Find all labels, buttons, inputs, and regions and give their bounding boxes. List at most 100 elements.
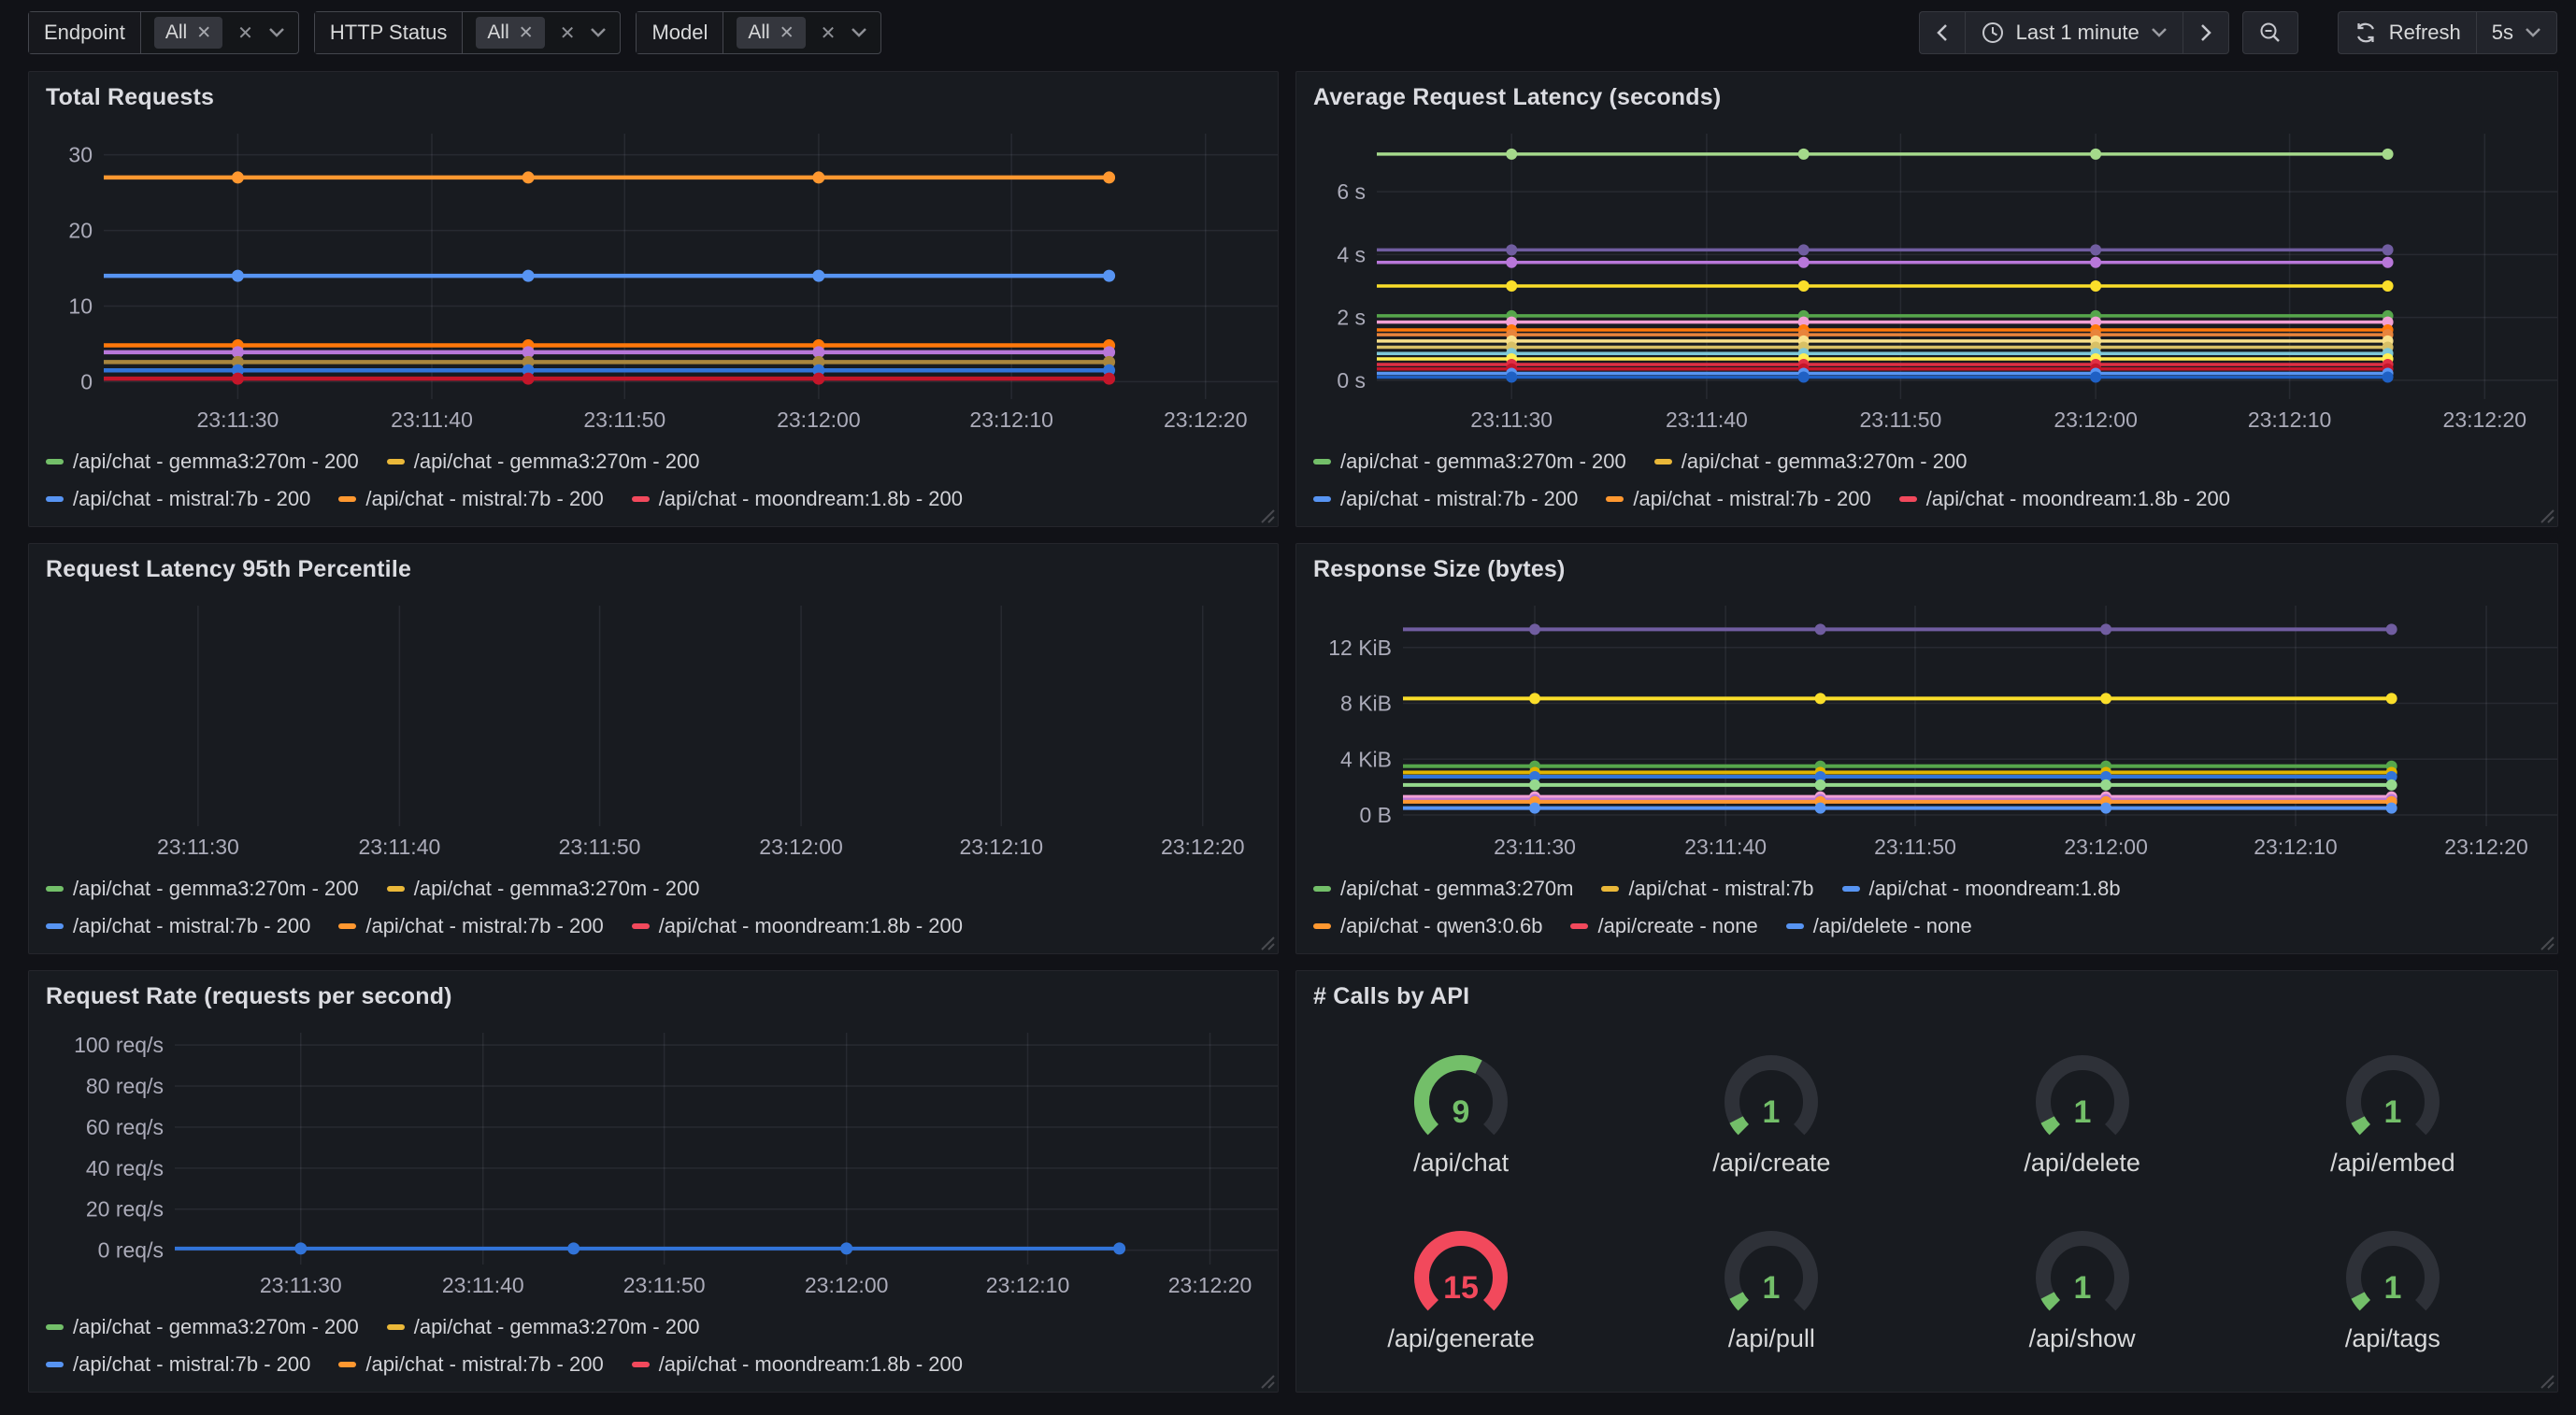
series-point[interactable]	[1797, 148, 1810, 160]
series-point[interactable]	[231, 372, 244, 385]
legend-item[interactable]: /api/chat - moondream:1.8b	[1841, 877, 2121, 901]
panel-title[interactable]: Average Request Latency (seconds)	[1313, 84, 1722, 110]
gauge-/api/embed[interactable]: 1 /api/embed	[2238, 1023, 2548, 1199]
timeseries-chart[interactable]: 23:11:30 23:11:40 23:11:50 23:12:00 23:12:10…	[29, 119, 1278, 435]
series-point[interactable]	[812, 269, 825, 282]
gauge-/api/generate[interactable]: 15 /api/generate	[1306, 1199, 1616, 1375]
chip-close-icon[interactable]: ✕	[779, 22, 794, 43]
series-point[interactable]	[231, 171, 244, 184]
series-point[interactable]	[1506, 280, 1518, 293]
legend-item[interactable]: /api/chat - mistral:7b - 200	[46, 487, 310, 511]
gauge-/api/delete[interactable]: 1 /api/delete	[1927, 1023, 2238, 1199]
series-point[interactable]	[2382, 244, 2394, 256]
series-point[interactable]	[1797, 371, 1810, 383]
legend-item[interactable]: /api/chat - gemma3:270m - 200	[1653, 450, 1967, 474]
series-point[interactable]	[1797, 316, 1810, 328]
legend-item[interactable]: /api/chat - moondream:1.8b - 200	[1898, 487, 2230, 511]
gauge-/api/create[interactable]: 1 /api/create	[1616, 1023, 1926, 1199]
panel-resize-handle[interactable]	[2538, 934, 2555, 950]
series-point[interactable]	[522, 269, 535, 282]
series-point[interactable]	[812, 372, 825, 385]
series-point[interactable]	[1103, 355, 1116, 368]
series-point[interactable]	[812, 171, 825, 184]
series-point[interactable]	[1506, 256, 1518, 268]
series-point[interactable]	[2090, 256, 2102, 268]
panel-title[interactable]: Total Requests	[46, 84, 215, 110]
legend-item[interactable]: /api/chat - qwen3:0.6b	[1313, 914, 1542, 938]
series-point[interactable]	[1814, 802, 1826, 814]
series-point[interactable]	[1103, 171, 1116, 184]
chevron-down-icon[interactable]	[590, 27, 607, 38]
series-point[interactable]	[522, 346, 535, 359]
series-point[interactable]	[522, 171, 535, 184]
series-point[interactable]	[2382, 148, 2394, 160]
gauge-/api/tags[interactable]: 1 /api/tags	[2238, 1199, 2548, 1375]
series-point[interactable]	[1103, 269, 1116, 282]
gauge-/api/pull[interactable]: 1 /api/pull	[1616, 1199, 1926, 1375]
series-point[interactable]	[1814, 770, 1826, 782]
legend-item[interactable]: /api/chat - mistral:7b - 200	[46, 1352, 310, 1377]
series-point[interactable]	[1814, 693, 1826, 705]
legend-item[interactable]: /api/chat - mistral:7b - 200	[46, 914, 310, 938]
series-point[interactable]	[2100, 779, 2112, 791]
series-point[interactable]	[2382, 371, 2394, 383]
series-point[interactable]	[522, 372, 535, 385]
series-point[interactable]	[522, 364, 535, 377]
panel-title[interactable]: Response Size (bytes)	[1313, 556, 1566, 582]
series-point[interactable]	[2090, 280, 2102, 293]
series-point[interactable]	[1506, 148, 1518, 160]
series-point[interactable]	[2385, 802, 2397, 814]
series-point[interactable]	[1797, 280, 1810, 293]
series-point[interactable]	[1103, 372, 1116, 385]
legend-item[interactable]: /api/chat - mistral:7b - 200	[1313, 487, 1578, 511]
timeseries-chart[interactable]: 23:11:30 23:11:40 23:11:50 23:12:00 23:12:10…	[29, 591, 1278, 862]
series-point[interactable]	[567, 1242, 580, 1255]
series-point[interactable]	[231, 346, 244, 359]
chevron-down-icon[interactable]	[268, 27, 285, 38]
filter-http-status[interactable]: HTTP Status All ✕ ✕	[313, 11, 622, 54]
series-point[interactable]	[1529, 802, 1541, 814]
series-point[interactable]	[2090, 371, 2102, 383]
legend-item[interactable]: /api/chat - gemma3:270m - 200	[386, 450, 699, 474]
panel-resize-handle[interactable]	[1258, 934, 1275, 950]
legend-item[interactable]: /api/chat - moondream:1.8b - 200	[631, 1352, 963, 1377]
series-point[interactable]	[2385, 779, 2397, 791]
series-point[interactable]	[2382, 256, 2394, 268]
chip-close-icon[interactable]: ✕	[518, 22, 534, 43]
series-point[interactable]	[2385, 623, 2397, 636]
filter-value-chip[interactable]: All ✕	[153, 17, 223, 49]
series-point[interactable]	[2100, 770, 2112, 782]
series-point[interactable]	[231, 355, 244, 368]
legend-item[interactable]: /api/chat - mistral:7b	[1601, 877, 1814, 901]
series-point[interactable]	[1529, 779, 1541, 791]
filter-value-area[interactable]: All ✕ ✕	[141, 12, 298, 53]
series-point[interactable]	[1529, 623, 1541, 636]
panel-resize-handle[interactable]	[1258, 1372, 1275, 1389]
filter-value-chip[interactable]: All ✕	[476, 17, 545, 49]
panel-title[interactable]: # Calls by API	[1313, 983, 1470, 1009]
panel-resize-handle[interactable]	[2538, 1372, 2555, 1389]
series-point[interactable]	[812, 355, 825, 368]
series-point[interactable]	[2382, 280, 2394, 293]
series-point[interactable]	[231, 269, 244, 282]
series-point[interactable]	[1797, 256, 1810, 268]
time-shift-back-button[interactable]	[1918, 11, 1965, 54]
series-point[interactable]	[1814, 779, 1826, 791]
series-point[interactable]	[1506, 316, 1518, 328]
legend-item[interactable]: /api/chat - gemma3:270m - 200	[46, 877, 359, 901]
series-point[interactable]	[2385, 693, 2397, 705]
series-point[interactable]	[812, 364, 825, 377]
refresh-button[interactable]: Refresh	[2337, 11, 2476, 54]
panel-title[interactable]: Request Rate (requests per second)	[46, 983, 452, 1009]
series-point[interactable]	[2385, 770, 2397, 782]
refresh-interval-select[interactable]: 5s	[2475, 11, 2557, 54]
legend-item[interactable]: /api/chat - moondream:1.8b - 200	[631, 487, 963, 511]
gauge-/api/show[interactable]: 1 /api/show	[1927, 1199, 2238, 1375]
legend-item[interactable]: /api/chat - mistral:7b - 200	[1606, 487, 1871, 511]
series-point[interactable]	[231, 364, 244, 377]
series-point[interactable]	[1103, 364, 1116, 377]
series-point[interactable]	[2090, 148, 2102, 160]
filter-clear-icon[interactable]: ✕	[237, 22, 253, 44]
chip-close-icon[interactable]: ✕	[196, 22, 212, 43]
series-point[interactable]	[2100, 623, 2112, 636]
